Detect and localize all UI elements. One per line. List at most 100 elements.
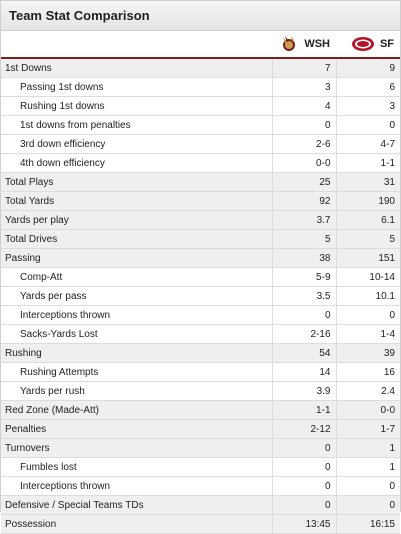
stat-value-sf: 9	[335, 59, 400, 78]
stat-label: Penalties	[1, 419, 272, 439]
stat-row: Rushing 1st downs 4 3	[1, 96, 400, 116]
stat-row: Total Plays 25 31	[1, 172, 400, 192]
stat-label: Red Zone (Made-Att)	[1, 400, 272, 420]
stat-value-sf: 3	[335, 96, 400, 116]
stat-value-wsh: 2-6	[271, 134, 336, 154]
stats-table: 1st Downs 7 9 Passing 1st downs 3 6 Rushing 1s…	[1, 59, 400, 534]
stat-value-sf: 10.1	[335, 286, 400, 306]
stat-row: Passing 38 151	[1, 248, 400, 268]
stat-value-sf: 1-1	[335, 153, 400, 173]
stat-value-wsh: 0	[271, 457, 336, 477]
stat-value-sf: 10-14	[335, 267, 400, 287]
stat-label: Turnovers	[1, 438, 272, 458]
stat-value-wsh: 4	[271, 96, 336, 116]
stat-row: Penalties 2-12 1-7	[1, 419, 400, 439]
stat-row: Yards per rush 3.9 2.4	[1, 381, 400, 401]
stat-value-wsh: 0	[271, 305, 336, 325]
stat-value-wsh: 3	[271, 77, 336, 97]
stat-label: Comp-Att	[1, 267, 272, 287]
stat-value-sf: 5	[335, 229, 400, 249]
team-abbr-wsh: WSH	[304, 38, 330, 50]
stat-value-sf: 1-4	[335, 324, 400, 344]
stat-row: Turnovers 0 1	[1, 438, 400, 458]
stat-value-wsh: 5-9	[271, 267, 336, 287]
team-header-wsh: WSH	[272, 34, 336, 54]
stat-label: 1st downs from penalties	[1, 115, 272, 135]
stat-label: Rushing	[1, 343, 272, 363]
stat-label: Passing 1st downs	[1, 77, 272, 97]
stat-label: Rushing 1st downs	[1, 96, 272, 116]
stat-row: Yards per play 3.7 6.1	[1, 210, 400, 230]
stat-row: Interceptions thrown 0 0	[1, 476, 400, 496]
stat-value-sf: 1	[335, 457, 400, 477]
stat-label: Fumbles lost	[1, 457, 272, 477]
stat-value-wsh: 13:45	[271, 514, 336, 534]
stat-row: Total Drives 5 5	[1, 229, 400, 249]
stat-value-sf: 16:15	[335, 514, 400, 534]
stat-value-sf: 31	[335, 172, 400, 192]
stat-value-wsh: 3.9	[271, 381, 336, 401]
stat-label: Passing	[1, 248, 272, 268]
stat-label: Interceptions thrown	[1, 305, 272, 325]
team-header-sf: SF	[336, 36, 400, 52]
stat-label: Total Plays	[1, 172, 272, 192]
stat-row: 1st downs from penalties 0 0	[1, 115, 400, 135]
redskins-logo-icon	[283, 36, 296, 51]
stat-row: Sacks-Yards Lost 2-16 1-4	[1, 324, 400, 344]
stat-value-sf: 0	[335, 115, 400, 135]
stat-label: 3rd down efficiency	[1, 134, 272, 154]
stat-value-sf: 39	[335, 343, 400, 363]
stat-value-wsh: 7	[271, 59, 336, 78]
stat-value-wsh: 54	[271, 343, 336, 363]
stat-row: Red Zone (Made-Att) 1-1 0-0	[1, 400, 400, 420]
stat-value-wsh: 38	[271, 248, 336, 268]
stat-value-wsh: 2-12	[271, 419, 336, 439]
stat-row: 4th down efficiency 0-0 1-1	[1, 153, 400, 173]
stat-value-wsh: 25	[271, 172, 336, 192]
stat-label: Yards per play	[1, 210, 272, 230]
stat-value-sf: 1	[335, 438, 400, 458]
stat-value-sf: 2.4	[335, 381, 400, 401]
stat-value-sf: 0	[335, 305, 400, 325]
stat-label: Total Yards	[1, 191, 272, 211]
49ers-logo-icon	[351, 37, 374, 51]
stat-row: Rushing 54 39	[1, 343, 400, 363]
stat-value-sf: 0	[335, 495, 400, 515]
stat-value-sf: 6.1	[335, 210, 400, 230]
stat-value-wsh: 3.7	[271, 210, 336, 230]
stat-row: Total Yards 92 190	[1, 191, 400, 211]
stat-value-wsh: 92	[271, 191, 336, 211]
stat-value-wsh: 0	[271, 115, 336, 135]
stat-value-wsh: 3.5	[271, 286, 336, 306]
stat-row: Fumbles lost 0 1	[1, 457, 400, 477]
stat-value-wsh: 0-0	[271, 153, 336, 173]
stats-table-body: 1st Downs 7 9 Passing 1st downs 3 6 Rushing 1s…	[1, 59, 400, 534]
stat-label: Total Drives	[1, 229, 272, 249]
stat-row: Passing 1st downs 3 6	[1, 77, 400, 97]
stat-value-wsh: 0	[271, 476, 336, 496]
stat-row: 1st Downs 7 9	[1, 59, 400, 78]
stat-value-sf: 4-7	[335, 134, 400, 154]
stat-label: Yards per rush	[1, 381, 272, 401]
stat-row: 3rd down efficiency 2-6 4-7	[1, 134, 400, 154]
team-abbr-sf: SF	[379, 38, 394, 50]
stat-label: 4th down efficiency	[1, 153, 272, 173]
stat-value-sf: 0	[335, 476, 400, 496]
stat-row: Interceptions thrown 0 0	[1, 305, 400, 325]
stat-label: 1st Downs	[1, 59, 272, 78]
stat-value-sf: 190	[335, 191, 400, 211]
stat-value-wsh: 2-16	[271, 324, 336, 344]
stat-value-sf: 1-7	[335, 419, 400, 439]
stat-value-sf: 6	[335, 77, 400, 97]
stat-row: Yards per pass 3.5 10.1	[1, 286, 400, 306]
stat-value-wsh: 1-1	[271, 400, 336, 420]
stat-label: Sacks-Yards Lost	[1, 324, 272, 344]
stat-value-wsh: 0	[271, 438, 336, 458]
stat-value-sf: 16	[335, 362, 400, 382]
panel-title: Team Stat Comparison	[1, 1, 400, 31]
stat-label: Yards per pass	[1, 286, 272, 306]
stat-row: Comp-Att 5-9 10-14	[1, 267, 400, 287]
stat-row: Possession 13:45 16:15	[1, 514, 400, 534]
team-header-row: WSH SF	[1, 31, 400, 59]
